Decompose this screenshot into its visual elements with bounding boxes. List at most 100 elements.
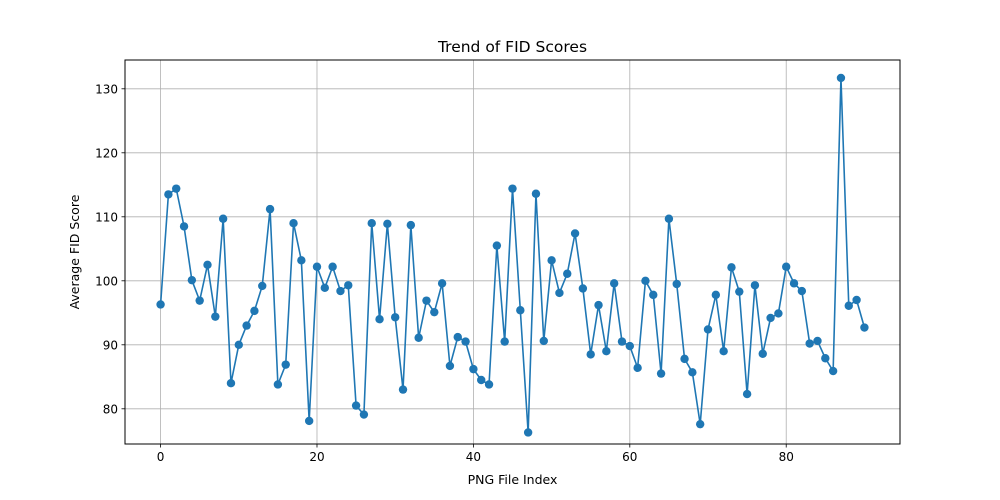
y-axis-ticks: 80 90 100 110 120 130 bbox=[95, 82, 125, 416]
data-point bbox=[234, 340, 243, 349]
data-point bbox=[586, 350, 595, 359]
data-point bbox=[680, 354, 689, 364]
data-point bbox=[461, 337, 470, 346]
data-point bbox=[164, 190, 173, 199]
y-tick-label: 100 bbox=[95, 274, 118, 288]
data-point bbox=[516, 306, 525, 315]
data-point bbox=[633, 363, 642, 373]
data-point bbox=[172, 184, 181, 193]
data-point bbox=[500, 337, 509, 346]
data-point bbox=[625, 341, 635, 351]
data-point bbox=[273, 380, 283, 389]
data-point bbox=[531, 189, 541, 198]
data-point bbox=[430, 307, 439, 317]
data-point bbox=[758, 349, 767, 358]
y-tick-label: 120 bbox=[95, 146, 118, 160]
data-point bbox=[390, 313, 400, 322]
data-point bbox=[609, 279, 619, 288]
x-tick-label: 0 bbox=[157, 450, 165, 464]
data-point bbox=[649, 290, 658, 300]
data-point bbox=[281, 360, 290, 369]
data-point bbox=[578, 284, 588, 293]
data-point bbox=[695, 419, 705, 429]
data-point bbox=[258, 281, 267, 291]
data-point bbox=[297, 256, 306, 265]
data-point bbox=[320, 283, 330, 293]
data-point bbox=[594, 300, 603, 310]
data-point bbox=[617, 337, 627, 346]
data-point bbox=[805, 339, 814, 348]
data-point bbox=[422, 296, 431, 305]
data-point bbox=[688, 368, 697, 377]
data-point bbox=[336, 286, 345, 296]
x-tick-label: 80 bbox=[779, 450, 794, 464]
data-point bbox=[813, 336, 822, 346]
data-point bbox=[265, 204, 275, 214]
data-point bbox=[789, 279, 799, 288]
data-point bbox=[852, 295, 861, 305]
data-point bbox=[289, 219, 298, 228]
x-tick-label: 60 bbox=[622, 450, 637, 464]
data-point bbox=[836, 73, 846, 83]
data-point bbox=[523, 428, 533, 437]
data-point bbox=[742, 389, 752, 399]
plot-area-frame bbox=[124, 59, 901, 445]
data-point bbox=[492, 241, 502, 250]
data-point bbox=[703, 325, 713, 334]
data-point bbox=[383, 219, 392, 229]
data-point bbox=[750, 281, 760, 290]
data-point bbox=[218, 214, 228, 223]
data-point bbox=[195, 296, 204, 305]
data-point bbox=[719, 347, 728, 356]
data-point bbox=[641, 276, 650, 285]
data-point bbox=[328, 262, 337, 271]
data-point bbox=[187, 275, 197, 285]
data-point bbox=[711, 290, 721, 300]
data-point bbox=[727, 263, 736, 272]
data-point bbox=[484, 380, 494, 389]
data-point bbox=[242, 321, 251, 330]
data-point bbox=[398, 385, 408, 394]
y-tick-label: 110 bbox=[95, 210, 118, 224]
data-point bbox=[844, 301, 853, 310]
data-point bbox=[735, 287, 744, 296]
data-point bbox=[570, 229, 580, 238]
data-point bbox=[312, 262, 322, 271]
data-point bbox=[375, 315, 384, 324]
data-point bbox=[821, 354, 830, 363]
data-point bbox=[445, 361, 455, 371]
data-point bbox=[179, 222, 189, 231]
data-point bbox=[766, 313, 775, 323]
data-point bbox=[406, 220, 416, 230]
data-point bbox=[563, 269, 572, 278]
data-point bbox=[437, 279, 447, 288]
x-tick-label: 40 bbox=[466, 450, 481, 464]
chart-title: Trend of FID Scores bbox=[437, 38, 587, 56]
data-point bbox=[547, 256, 556, 265]
data-point bbox=[367, 219, 376, 228]
data-point bbox=[664, 214, 674, 223]
data-point bbox=[304, 416, 314, 426]
data-point bbox=[351, 401, 361, 410]
data-point bbox=[203, 260, 212, 269]
data-point bbox=[860, 323, 869, 332]
data-point bbox=[828, 366, 838, 376]
data-point bbox=[508, 184, 517, 193]
y-tick-label: 130 bbox=[95, 82, 118, 96]
data-point bbox=[469, 364, 478, 374]
x-axis-label: PNG File Index bbox=[468, 472, 558, 487]
x-axis-ticks: 0 20 40 60 80 bbox=[157, 444, 794, 464]
series-points bbox=[156, 73, 869, 437]
data-point bbox=[226, 379, 236, 388]
data-point bbox=[250, 306, 259, 316]
data-point bbox=[782, 262, 791, 271]
data-point bbox=[211, 312, 220, 321]
data-point bbox=[414, 333, 423, 342]
y-axis-label: Average FID Score bbox=[67, 194, 82, 309]
data-point bbox=[774, 309, 783, 318]
y-tick-label: 90 bbox=[103, 338, 118, 352]
x-tick-label: 20 bbox=[309, 450, 324, 464]
data-point bbox=[477, 375, 486, 385]
